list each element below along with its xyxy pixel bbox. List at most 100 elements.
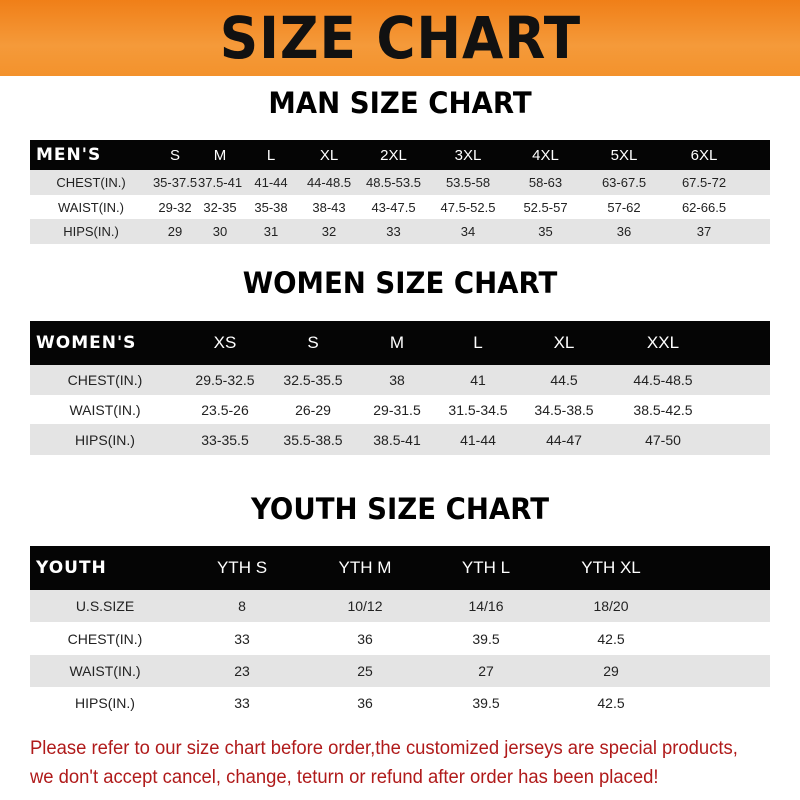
- table-cell: 47-50: [645, 431, 681, 448]
- notice-line-1: Please refer to our size chart before or…: [30, 738, 738, 759]
- table-cell: 38.5-42.5: [633, 401, 693, 418]
- table-cell: 23.5-26: [201, 401, 249, 418]
- size-header: M: [389, 333, 405, 352]
- table-cell: 38-43: [312, 199, 346, 215]
- table-cell: 35: [538, 224, 553, 239]
- page-title: SIZE CHART: [219, 4, 581, 72]
- table-cell: 38: [389, 372, 405, 388]
- size-header: 5XL: [610, 146, 638, 164]
- table-cell: 67.5-72: [681, 175, 727, 190]
- size-header: YTH L: [461, 558, 511, 577]
- size-header: L: [266, 146, 276, 164]
- row-label: WAIST(IN.): [69, 401, 141, 418]
- size-header: M: [213, 146, 227, 164]
- table-row: CHEST(IN.) 29.5-32.5 32.5-35.5 38 41 44.5 44.5…: [30, 365, 770, 395]
- table-cell: 31: [263, 224, 279, 239]
- men-title: MAN SIZE CHART: [268, 86, 532, 120]
- row-label: CHEST(IN.): [56, 175, 126, 190]
- table-cell: 38.5-41: [373, 431, 421, 448]
- row-label: HIPS(IN.): [63, 224, 119, 239]
- table-row: WAIST(IN.) 23.5-26 26-29 29-31.5 31.5-34.5 34…: [30, 395, 770, 424]
- table-cell: 43-47.5: [371, 199, 416, 215]
- table-header-row: MEN'S S M L XL 2XL 3XL 4XL 5XL 6XL: [30, 140, 770, 170]
- table-cell: 36: [616, 224, 632, 239]
- table-row: CHEST(IN.) 33 36 39.5 42.5: [30, 622, 770, 655]
- table-cell: 42.5: [597, 630, 625, 647]
- table-cell: 36: [357, 694, 373, 711]
- table-cell: 29.5-32.5: [195, 372, 255, 388]
- table-row: HIPS(IN.) 33-35.5 35.5-38.5 38.5-41 41-44 44-…: [30, 424, 770, 455]
- table-cell: 37.5-41: [198, 175, 243, 190]
- size-header: YTH XL: [581, 558, 641, 577]
- table-cell: 25: [357, 663, 373, 679]
- table-cell: 33: [386, 224, 401, 239]
- table-cell: 33: [234, 630, 250, 647]
- men-size-table: MEN'S S M L XL 2XL 3XL 4XL 5XL 6XL CHEST(IN.) 35-37…: [30, 140, 770, 244]
- size-header: XL: [553, 333, 575, 352]
- table-cell: 47.5-52.5: [440, 199, 496, 215]
- table-cell: 36: [357, 630, 373, 647]
- table-cell: 35-38: [254, 199, 288, 215]
- order-notice: Please refer to our size chart before or…: [30, 734, 767, 792]
- size-header: S: [169, 146, 180, 164]
- table-row: HIPS(IN.) 33 36 39.5 42.5: [30, 687, 770, 718]
- table-cell: 29: [603, 663, 619, 679]
- table-cell: 41: [470, 372, 486, 388]
- size-header: 4XL: [532, 146, 559, 164]
- table-cell: 32.5-35.5: [283, 372, 343, 388]
- size-header: XL: [319, 146, 339, 164]
- size-header: L: [473, 333, 483, 352]
- table-cell: 10/12: [347, 598, 383, 614]
- banner: SIZE CHART: [0, 0, 800, 76]
- table-cell: 30: [212, 224, 228, 239]
- table-cell: 48.5-53.5: [366, 175, 421, 190]
- table-cell: 52.5-57: [523, 199, 568, 215]
- table-cell: 62-66.5: [681, 199, 727, 215]
- table-cell: 33-35.5: [201, 431, 249, 448]
- table-cell: 34.5-38.5: [534, 401, 594, 418]
- table-cell: 63-67.5: [601, 175, 647, 190]
- size-header: XXL: [646, 333, 680, 352]
- table-cell: 53.5-58: [445, 175, 491, 190]
- table-cell: 35-37.5: [152, 175, 198, 190]
- size-header: 3XL: [454, 146, 482, 164]
- table-cell: 35.5-38.5: [283, 431, 343, 448]
- table-cell: 14/16: [468, 598, 504, 614]
- table-category-label: MEN'S: [36, 145, 102, 165]
- table-cell: 32: [321, 224, 337, 239]
- size-header: S: [307, 333, 319, 352]
- table-cell: 31.5-34.5: [448, 401, 508, 418]
- row-label: HIPS(IN.): [75, 694, 135, 711]
- youth-size-table: YOUTH YTH S YTH M YTH L YTH XL U.S.SIZE 8 10/12…: [30, 546, 770, 718]
- size-header: YTH M: [338, 558, 392, 577]
- table-cell: 29: [167, 224, 183, 239]
- size-header: 2XL: [380, 146, 407, 164]
- table-category-label: WOMEN'S: [36, 333, 137, 353]
- table-cell: 18/20: [593, 598, 629, 614]
- table-cell: 58-63: [528, 175, 563, 190]
- table-cell: 44.5: [550, 372, 578, 388]
- table-row: HIPS(IN.) 29 30 31 32 33 34 35 36 37: [30, 219, 770, 244]
- table-row: WAIST(IN.) 29-32 32-35 35-38 38-43 43-47.5 47.…: [30, 195, 770, 219]
- women-title: WOMEN SIZE CHART: [242, 266, 558, 300]
- table-cell: 29-32: [158, 199, 192, 215]
- table-cell: 23: [234, 663, 250, 679]
- row-label: WAIST(IN.): [69, 663, 141, 679]
- table-cell: 44-48.5: [306, 175, 352, 190]
- row-label: CHEST(IN.): [67, 372, 143, 388]
- table-cell: 39.5: [472, 694, 500, 711]
- table-cell: 57-62: [607, 199, 641, 215]
- youth-title: YOUTH SIZE CHART: [250, 492, 550, 526]
- table-row: U.S.SIZE 8 10/12 14/16 18/20: [30, 590, 770, 622]
- row-label: CHEST(IN.): [67, 630, 143, 647]
- notice-line-2: we don't accept cancel, change, teturn o…: [30, 767, 659, 788]
- table-row: CHEST(IN.) 35-37.5 37.5-41 41-44 44-48.5 48.5…: [30, 170, 770, 195]
- size-header: XS: [213, 333, 237, 352]
- table-cell: 8: [238, 598, 246, 614]
- size-header: 6XL: [690, 146, 718, 164]
- table-cell: 33: [234, 694, 250, 711]
- row-label: WAIST(IN.): [58, 199, 124, 215]
- table-cell: 39.5: [472, 630, 500, 647]
- table-cell: 27: [478, 663, 494, 679]
- table-row: WAIST(IN.) 23 25 27 29: [30, 655, 770, 687]
